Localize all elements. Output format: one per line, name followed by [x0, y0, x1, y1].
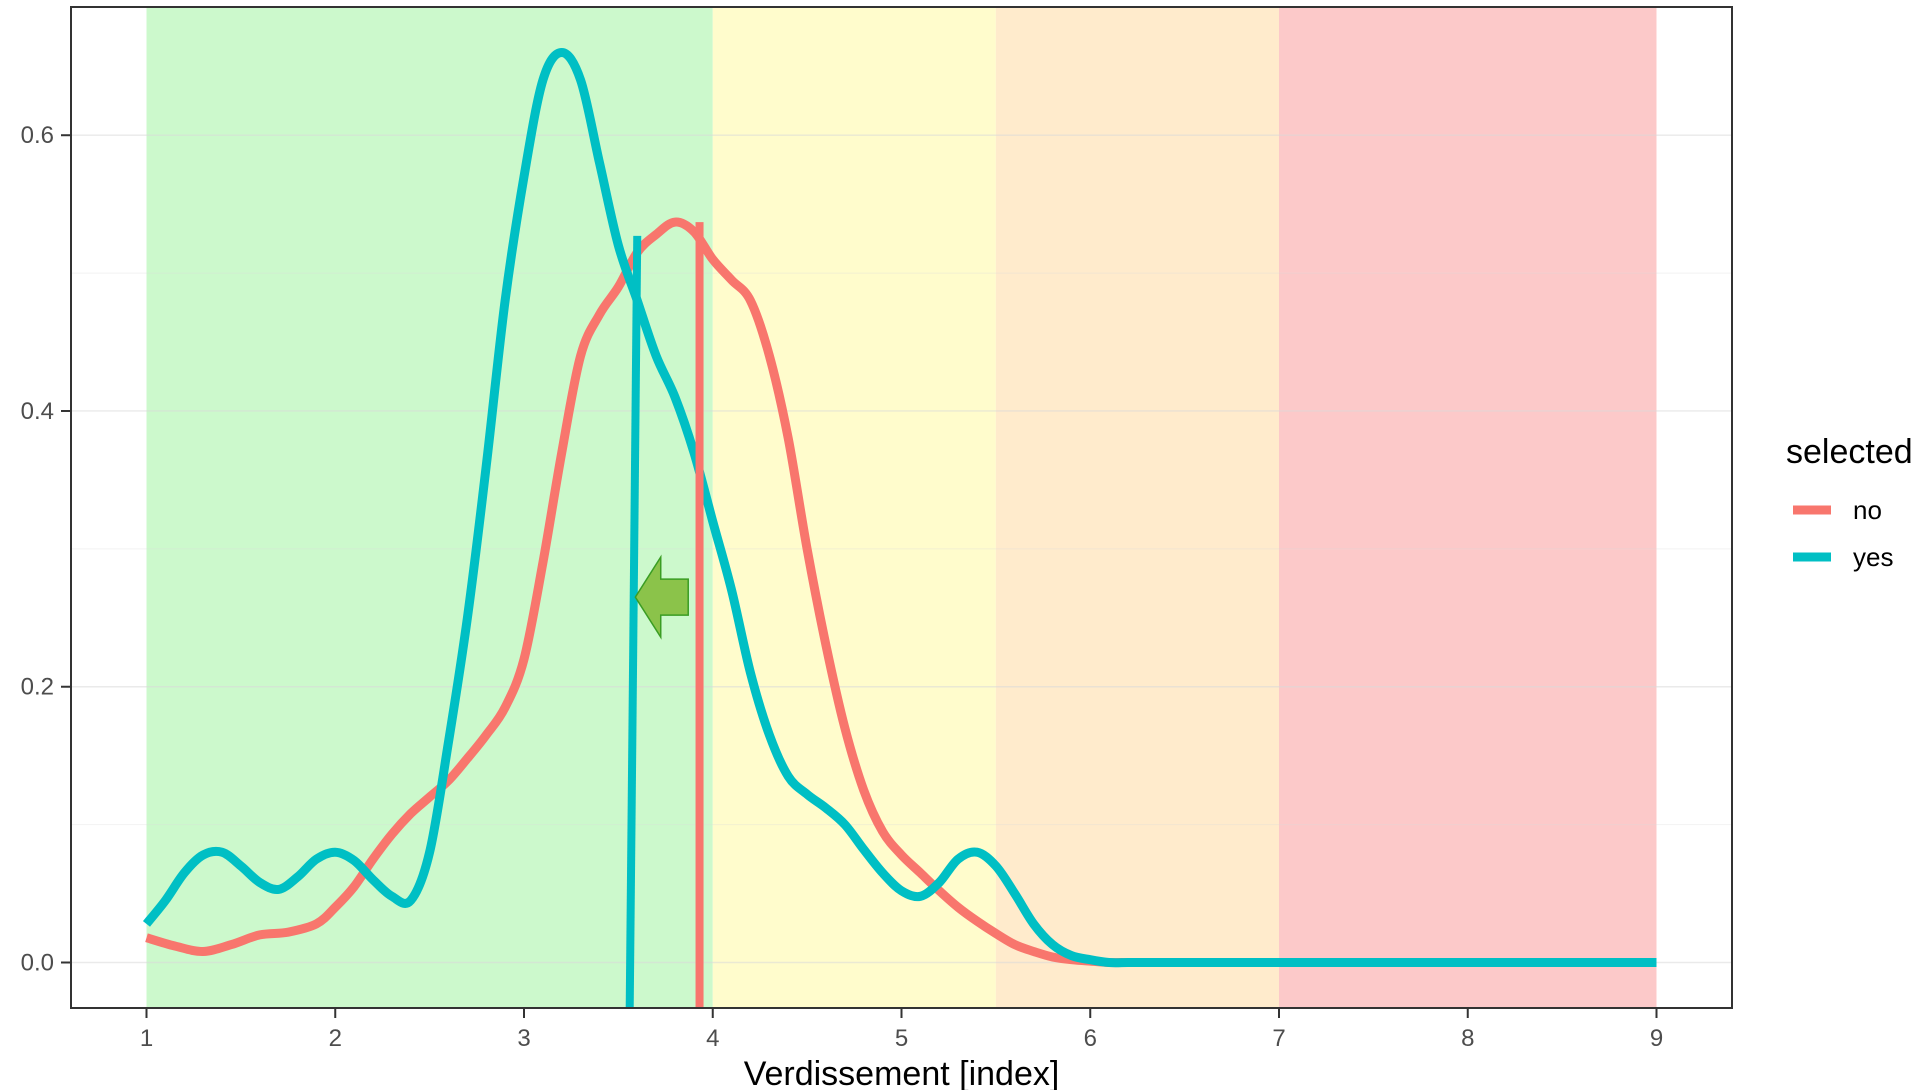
vline-yes	[625, 235, 642, 1009]
arrow-annotation	[634, 554, 689, 640]
band-3	[1279, 7, 1657, 1008]
series-line-yes	[142, 48, 1657, 968]
y-tick-label: 0.4	[21, 398, 54, 425]
x-axis-title: Verdissement [index]	[744, 1055, 1060, 1090]
x-tick-label: 5	[895, 1025, 908, 1052]
y-tick-label: 0.6	[21, 122, 54, 149]
y-tick-label: 0.0	[21, 950, 54, 977]
band-2	[995, 7, 1279, 1008]
legend-label-no: no	[1853, 495, 1882, 525]
median-lines	[625, 222, 704, 1009]
x-tick-label: 6	[1084, 1025, 1097, 1052]
y-axis: 0.0 0.2 0.4 0.6	[21, 122, 71, 977]
x-tick-label: 4	[706, 1025, 719, 1052]
x-tick-label: 2	[329, 1025, 342, 1052]
annotations	[634, 554, 689, 640]
x-tick-label: 8	[1461, 1025, 1474, 1052]
legend-title: selected	[1786, 433, 1913, 471]
legend: selected no yes	[1786, 433, 1913, 572]
x-axis: 1 2 3 4 5 6 7 8 9	[140, 1008, 1663, 1052]
legend-label-yes: yes	[1853, 542, 1893, 572]
y-tick-label: 0.2	[21, 674, 54, 701]
x-tick-label: 9	[1650, 1025, 1663, 1052]
x-tick-label: 1	[140, 1025, 153, 1052]
density-lines	[142, 48, 1657, 968]
x-tick-label: 3	[517, 1025, 530, 1052]
x-tick-label: 7	[1272, 1025, 1285, 1052]
background-bands	[146, 7, 1657, 1008]
